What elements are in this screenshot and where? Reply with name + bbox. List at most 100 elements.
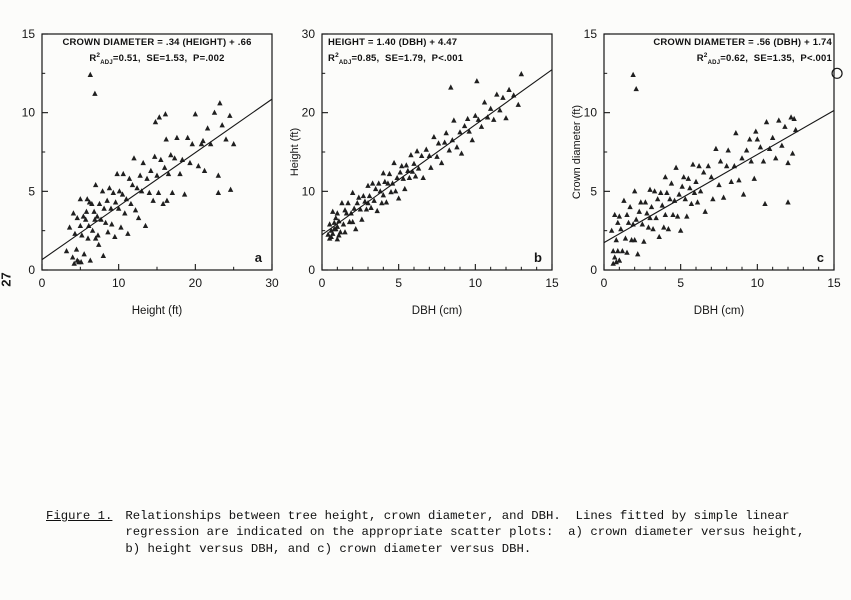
scatter-point xyxy=(77,196,84,202)
scatter-point xyxy=(418,152,425,159)
scatter-point xyxy=(356,194,362,200)
scatter-point xyxy=(128,200,134,207)
scatter-point xyxy=(155,189,162,196)
scatter-point xyxy=(349,189,356,196)
scatter-point xyxy=(86,199,93,205)
scatter-point xyxy=(146,189,153,196)
scatter-point xyxy=(92,90,98,96)
scatter-point xyxy=(109,221,115,227)
scatter-point xyxy=(412,173,419,179)
scatter-point xyxy=(374,207,380,214)
figure-caption-text: Relationships between tree height, crown… xyxy=(125,509,805,556)
scatter-point xyxy=(334,236,341,242)
scatter-point xyxy=(487,105,494,111)
y-tick-label: 5 xyxy=(590,184,597,198)
scatter-point xyxy=(654,196,661,202)
scatter-point xyxy=(342,229,348,235)
scatter-point xyxy=(713,145,719,151)
scatter-point xyxy=(739,155,745,161)
scatter-point xyxy=(339,200,345,206)
scatter-point xyxy=(753,128,759,134)
x-tick-label: 15 xyxy=(827,276,841,290)
scatter-point xyxy=(674,213,681,219)
scatter-point xyxy=(135,214,142,221)
regression-stats: R2ADJ=0.62, SE=1.35, P<.001 xyxy=(696,51,832,66)
scatter-point xyxy=(743,147,750,153)
scatter-point xyxy=(78,259,84,265)
scatter-point xyxy=(656,233,662,240)
scatter-point xyxy=(673,164,679,170)
scatter-point xyxy=(762,200,768,207)
scatter-point xyxy=(230,141,237,147)
y-tick-label: 10 xyxy=(22,106,36,120)
scatter-point xyxy=(340,221,347,227)
scatter-point xyxy=(336,232,342,238)
x-tick-label: 30 xyxy=(265,276,279,290)
scatter-point xyxy=(785,199,791,205)
scatter-point xyxy=(360,192,367,199)
scatter-point xyxy=(79,232,85,238)
scatter-point xyxy=(720,194,727,200)
scatter-point xyxy=(697,188,704,194)
scatter-point xyxy=(400,175,406,181)
scatter-point xyxy=(448,84,454,90)
scatter-point xyxy=(187,159,193,166)
scatter-point xyxy=(788,114,794,120)
scatter-point xyxy=(685,175,692,181)
scatter-point xyxy=(782,123,788,129)
scatter-point xyxy=(163,136,169,142)
scatter-point xyxy=(469,137,475,143)
scatter-point xyxy=(677,227,684,233)
scatter-point xyxy=(184,134,191,140)
scatter-point xyxy=(152,119,159,125)
scatter-point xyxy=(624,211,630,218)
scatter-point xyxy=(457,129,463,135)
scatter-point xyxy=(71,260,77,266)
scatter-point xyxy=(621,197,627,203)
scatter-point xyxy=(126,175,133,181)
scatter-point xyxy=(372,185,379,192)
regression-line xyxy=(41,98,273,261)
scatter-point xyxy=(484,114,491,120)
x-tick-label: 10 xyxy=(469,276,483,290)
scatter-point xyxy=(392,188,399,194)
scatter-point xyxy=(394,174,400,181)
scatter-panel-b: 0 5 10 15 0 10 20 30 b DBH (cm) Height (ft) HEIGHT … xyxy=(286,4,564,354)
scatter-point xyxy=(631,188,638,194)
scatter-point xyxy=(409,168,416,174)
scatter-point xyxy=(219,122,225,128)
scatter-point xyxy=(702,208,708,214)
scatter-point xyxy=(454,144,460,150)
scatter-point xyxy=(164,197,170,203)
scatter-point xyxy=(198,141,205,147)
scatter-point xyxy=(115,205,122,211)
scatter-point xyxy=(676,191,682,197)
regression-stats: R2ADJ=0.51, SE=1.53, P=.002 xyxy=(89,51,225,66)
scatter-point xyxy=(379,200,385,206)
scatter-point xyxy=(192,111,199,117)
scatter-point xyxy=(119,191,126,197)
scatter-point xyxy=(369,180,376,186)
scatter-point xyxy=(662,211,669,218)
scatter-point xyxy=(636,208,642,214)
scatter-point xyxy=(624,249,630,255)
scatter-point xyxy=(760,158,767,164)
scatter-point xyxy=(96,200,103,207)
scatter-point xyxy=(766,145,773,151)
scatter-point xyxy=(518,71,525,77)
scatter-point xyxy=(330,230,336,236)
scatter-point xyxy=(397,169,403,175)
scatter-point xyxy=(494,91,500,97)
scatter-point xyxy=(391,159,397,166)
scatter-point xyxy=(325,231,331,237)
x-tick-label: 0 xyxy=(601,276,608,290)
scatter-point xyxy=(380,170,387,176)
scatter-point xyxy=(101,205,107,211)
scatter-point xyxy=(644,210,650,216)
scatter-point xyxy=(651,188,658,194)
scatter-point xyxy=(616,257,623,263)
scatter-point xyxy=(610,260,616,266)
scatter-point xyxy=(207,141,214,147)
scatter-point xyxy=(769,134,776,140)
scatter-point xyxy=(388,189,394,195)
